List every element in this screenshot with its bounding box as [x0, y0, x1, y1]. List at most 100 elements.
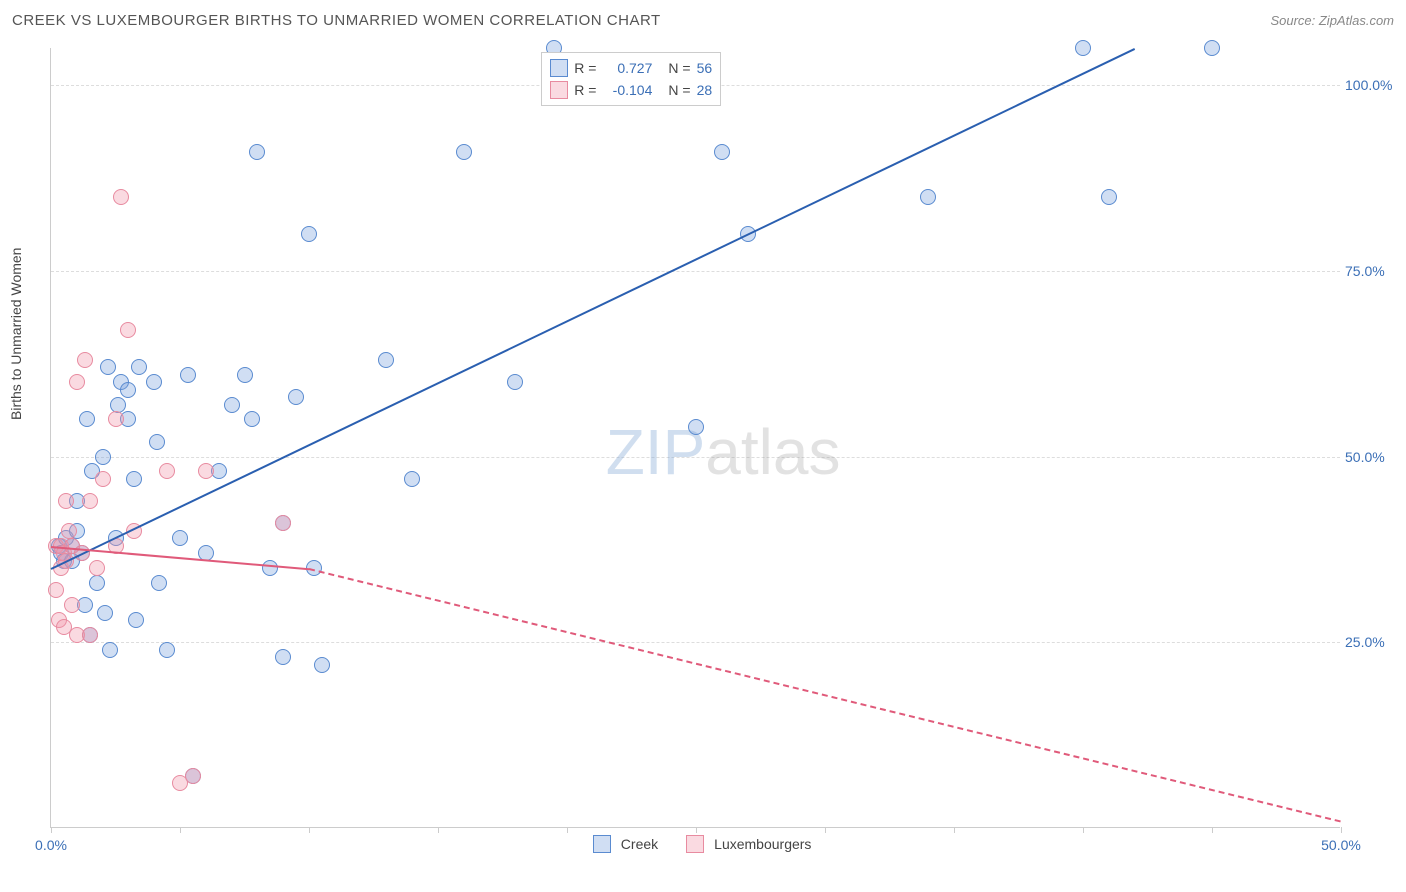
x-tick	[180, 827, 181, 833]
x-tick-label: 50.0%	[1321, 837, 1361, 853]
scatter-point	[714, 144, 730, 160]
series-legend: Creek Luxembourgers	[593, 835, 830, 853]
scatter-point	[275, 649, 291, 665]
gridline-h	[51, 457, 1340, 458]
chart-container: CREEK VS LUXEMBOURGER BIRTHS TO UNMARRIE…	[0, 0, 1406, 892]
scatter-point	[151, 575, 167, 591]
scatter-point	[110, 397, 126, 413]
scatter-point	[244, 411, 260, 427]
scatter-point	[149, 434, 165, 450]
y-tick-label: 50.0%	[1345, 449, 1400, 465]
trend-line	[51, 48, 1135, 570]
scatter-point	[82, 627, 98, 643]
stat-r-label: R =	[574, 79, 596, 101]
scatter-point	[920, 189, 936, 205]
scatter-point	[185, 768, 201, 784]
stats-legend-row: R = 0.727 N = 56	[550, 57, 712, 79]
stat-n-value: 28	[697, 79, 713, 101]
stats-legend: R = 0.727 N = 56 R = -0.104 N = 28	[541, 52, 721, 106]
legend-series-name: Luxembourgers	[714, 836, 811, 852]
x-tick	[1341, 827, 1342, 833]
scatter-point	[95, 471, 111, 487]
y-tick-label: 75.0%	[1345, 263, 1400, 279]
scatter-point	[378, 352, 394, 368]
gridline-h	[51, 642, 1340, 643]
scatter-point	[77, 352, 93, 368]
x-tick	[696, 827, 697, 833]
scatter-point	[95, 449, 111, 465]
scatter-point	[146, 374, 162, 390]
scatter-point	[224, 397, 240, 413]
stat-n-label: N =	[668, 79, 690, 101]
scatter-point	[262, 560, 278, 576]
legend-swatch	[686, 835, 704, 853]
stat-n-value: 56	[697, 57, 713, 79]
scatter-point	[128, 612, 144, 628]
x-tick	[825, 827, 826, 833]
scatter-point	[89, 575, 105, 591]
scatter-point	[108, 411, 124, 427]
stat-n-label: N =	[668, 57, 690, 79]
y-tick-label: 25.0%	[1345, 634, 1400, 650]
scatter-point	[180, 367, 196, 383]
scatter-point	[288, 389, 304, 405]
scatter-point	[159, 642, 175, 658]
x-tick	[954, 827, 955, 833]
legend-swatch	[550, 81, 568, 99]
stat-r-value: -0.104	[602, 79, 652, 101]
scatter-point	[61, 523, 77, 539]
x-tick	[567, 827, 568, 833]
source-attribution: Source: ZipAtlas.com	[1270, 13, 1394, 28]
x-tick	[438, 827, 439, 833]
scatter-point	[1204, 40, 1220, 56]
scatter-point	[64, 597, 80, 613]
title-bar: CREEK VS LUXEMBOURGER BIRTHS TO UNMARRIE…	[0, 0, 1406, 40]
scatter-point	[69, 374, 85, 390]
scatter-point	[82, 493, 98, 509]
scatter-point	[48, 582, 64, 598]
scatter-point	[102, 642, 118, 658]
gridline-h	[51, 271, 1340, 272]
y-axis-label: Births to Unmarried Women	[8, 248, 24, 420]
x-tick	[309, 827, 310, 833]
scatter-point	[237, 367, 253, 383]
scatter-point	[314, 657, 330, 673]
x-tick	[1083, 827, 1084, 833]
scatter-point	[249, 144, 265, 160]
plot-area: 25.0%50.0%75.0%100.0%0.0%50.0%ZIPatlasR …	[50, 48, 1340, 828]
y-tick-label: 100.0%	[1345, 77, 1400, 93]
scatter-point	[172, 530, 188, 546]
scatter-point	[58, 493, 74, 509]
scatter-point	[113, 189, 129, 205]
scatter-point	[507, 374, 523, 390]
x-tick	[1212, 827, 1213, 833]
watermark: ZIPatlas	[606, 415, 841, 489]
scatter-point	[301, 226, 317, 242]
scatter-point	[404, 471, 420, 487]
scatter-point	[79, 411, 95, 427]
scatter-point	[120, 322, 136, 338]
x-tick	[51, 827, 52, 833]
scatter-point	[126, 471, 142, 487]
scatter-point	[100, 359, 116, 375]
x-tick-label: 0.0%	[35, 837, 67, 853]
stat-r-label: R =	[574, 57, 596, 79]
scatter-point	[120, 382, 136, 398]
scatter-point	[89, 560, 105, 576]
scatter-point	[198, 463, 214, 479]
trend-line	[309, 568, 1341, 823]
legend-swatch	[550, 59, 568, 77]
legend-swatch	[593, 835, 611, 853]
chart-title: CREEK VS LUXEMBOURGER BIRTHS TO UNMARRIE…	[12, 12, 661, 29]
scatter-point	[688, 419, 704, 435]
stat-r-value: 0.727	[602, 57, 652, 79]
stats-legend-row: R = -0.104 N = 28	[550, 79, 712, 101]
scatter-point	[159, 463, 175, 479]
scatter-point	[131, 359, 147, 375]
scatter-point	[456, 144, 472, 160]
scatter-point	[1075, 40, 1091, 56]
scatter-point	[275, 515, 291, 531]
legend-series-name: Creek	[621, 836, 658, 852]
scatter-point	[1101, 189, 1117, 205]
scatter-point	[97, 605, 113, 621]
